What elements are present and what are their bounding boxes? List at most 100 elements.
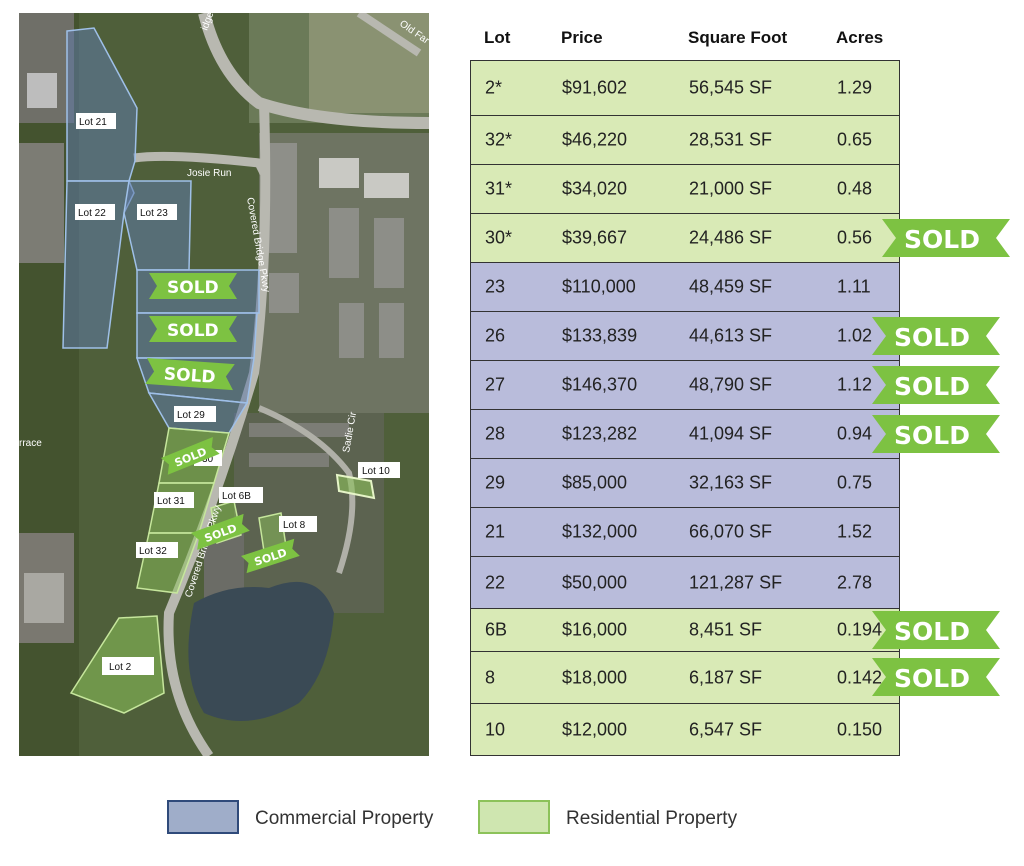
housing-row-1 xyxy=(269,143,297,253)
cell-acres: 0.150 xyxy=(837,719,883,739)
header-square-foot: Square Foot xyxy=(688,28,788,47)
cell-square-foot: 21,000 SF xyxy=(689,178,773,199)
header-price: Price xyxy=(561,28,603,47)
cell-price: $132,000 xyxy=(562,521,638,542)
cell-acres: 0.194 xyxy=(837,619,883,640)
cell-lot: 10 xyxy=(485,719,506,739)
sold-ribbon: SOLD xyxy=(872,365,1002,404)
table-row: 6B $16,000 8,451 SF 0.194 xyxy=(471,609,899,652)
housing-row-5 xyxy=(379,303,404,358)
cell-lot: 22 xyxy=(485,572,506,592)
sold-ribbon: SOLD xyxy=(872,658,1002,696)
cell-square-foot: 24,486 SF xyxy=(689,227,773,248)
table-row: 22 $50,000 121,287 SF 2.78 xyxy=(471,557,899,609)
cell-acres: 0.94 xyxy=(837,423,873,444)
lot-label-8: Lot 8 xyxy=(279,516,317,532)
cell-lot: 6B xyxy=(485,619,508,640)
cell-square-foot: 56,545 SF xyxy=(689,77,773,98)
cell-lot: 2* xyxy=(485,77,503,98)
sold-ribbon-text: SOLD xyxy=(904,225,980,254)
aerial-map: Josie Run Covered Bridge Pkwy Covered Br… xyxy=(19,13,429,756)
table-row: 28 $123,282 41,094 SF 0.94 xyxy=(471,410,899,459)
road-label-josie-run: Josie Run xyxy=(187,168,231,179)
legend-label-residential: Residential Property xyxy=(566,808,738,829)
neighborhood-south xyxy=(234,413,384,613)
sold-ribbon-text: SOLD xyxy=(894,617,970,646)
table-row: 10 $12,000 6,547 SF 0.150 xyxy=(471,704,899,756)
road-old-farm xyxy=(356,13,422,57)
map-sold-ribbon-lot-27: SOLD xyxy=(149,316,237,342)
lot-label-29: Lot 29 xyxy=(174,406,216,422)
housing-strip-2 xyxy=(249,453,329,467)
cell-square-foot: 44,613 SF xyxy=(689,325,773,346)
cell-price: $16,000 xyxy=(562,619,628,640)
cell-acres: 0.142 xyxy=(837,667,883,687)
cell-price: $133,839 xyxy=(562,325,638,346)
sold-ribbon: SOLD xyxy=(872,414,1002,453)
parcel-lot-10[interactable] xyxy=(335,473,376,500)
map-sold-ribbon-lot-26: SOLD xyxy=(149,273,237,299)
cell-square-foot: 41,094 SF xyxy=(689,423,773,444)
lot-label-2: Lot 2 xyxy=(102,657,154,675)
table-row: 29 $85,000 32,163 SF 0.75 xyxy=(471,459,899,508)
lot-pricing-table: 2* $91,602 56,545 SF 1.29 32* $46,220 28,531 S… xyxy=(470,60,900,756)
sold-ribbon-text: SOLD xyxy=(894,372,970,401)
cell-price: $12,000 xyxy=(562,719,628,739)
svg-text:Lot 10: Lot 10 xyxy=(362,466,390,477)
housing-row-6 xyxy=(269,273,299,313)
cell-price: $91,602 xyxy=(562,77,628,98)
cell-acres: 2.78 xyxy=(837,572,873,592)
lot-label-6b: Lot 6B xyxy=(219,487,263,503)
cell-acres: 1.11 xyxy=(837,276,871,297)
cell-square-foot: 48,790 SF xyxy=(689,374,773,395)
lot-label-10: Lot 10 xyxy=(358,462,400,478)
lot-label-32: Lot 32 xyxy=(136,542,178,558)
svg-text:30: 30 xyxy=(202,454,214,465)
cell-acres: 1.52 xyxy=(837,521,873,542)
sold-ribbon-text: SOLD xyxy=(894,421,970,450)
field-northeast xyxy=(309,13,429,113)
table-row: 27 $146,370 48,790 SF 1.12 xyxy=(471,361,899,410)
cell-square-foot: 32,163 SF xyxy=(689,472,773,493)
svg-text:Lot 29: Lot 29 xyxy=(177,410,205,421)
cell-acres: 1.29 xyxy=(837,77,873,98)
svg-text:Lot 23: Lot 23 xyxy=(140,208,168,219)
cell-price: $34,020 xyxy=(562,178,628,199)
cell-lot: 29 xyxy=(485,472,506,493)
svg-text:SOLD: SOLD xyxy=(167,278,219,298)
table-row: 30* $39,667 24,486 SF 0.56 xyxy=(471,214,899,263)
cell-price: $85,000 xyxy=(562,472,628,493)
header-lot: Lot xyxy=(484,28,511,47)
cell-acres: 0.56 xyxy=(837,227,873,248)
cell-square-foot: 121,287 SF xyxy=(689,572,783,592)
svg-text:Lot 2: Lot 2 xyxy=(109,662,132,673)
table-row: 26 $133,839 44,613 SF 1.02 xyxy=(471,312,899,361)
lot-label-31: Lot 31 xyxy=(154,492,194,508)
table-row: 32* $46,220 28,531 SF 0.65 xyxy=(471,116,899,165)
map-canvas: Josie Run Covered Bridge Pkwy Covered Br… xyxy=(19,13,429,756)
cell-acres: 0.75 xyxy=(837,472,873,493)
parcel-lot-23[interactable] xyxy=(123,180,192,271)
cell-price: $50,000 xyxy=(562,572,628,592)
cell-price: $39,667 xyxy=(562,227,628,248)
svg-text:SOLD: SOLD xyxy=(167,321,219,341)
road-josie-run xyxy=(133,151,269,176)
pond xyxy=(188,581,334,721)
cell-lot: 21 xyxy=(485,521,506,542)
lot-label-21: Lot 21 xyxy=(76,113,116,129)
cell-square-foot: 48,459 SF xyxy=(689,276,773,297)
legend-swatch-residential xyxy=(478,800,550,834)
svg-text:Lot 31: Lot 31 xyxy=(157,496,185,507)
road-covered-bridge xyxy=(163,102,271,756)
table-header: Lot Price Square Foot Acres xyxy=(470,28,900,58)
table-row: 21 $132,000 66,070 SF 1.52 xyxy=(471,508,899,557)
cell-price: $146,370 xyxy=(562,374,638,395)
cell-acres: 0.48 xyxy=(837,178,873,199)
housing-row-3 xyxy=(374,218,404,288)
building-sw xyxy=(24,573,64,623)
cell-acres: 0.65 xyxy=(837,129,873,150)
cell-acres: 1.02 xyxy=(837,325,873,346)
table-row: 31* $34,020 21,000 SF 0.48 xyxy=(471,165,899,214)
lot-label-22: Lot 22 xyxy=(75,204,115,220)
table-row: 2* $91,602 56,545 SF 1.29 xyxy=(471,61,899,116)
